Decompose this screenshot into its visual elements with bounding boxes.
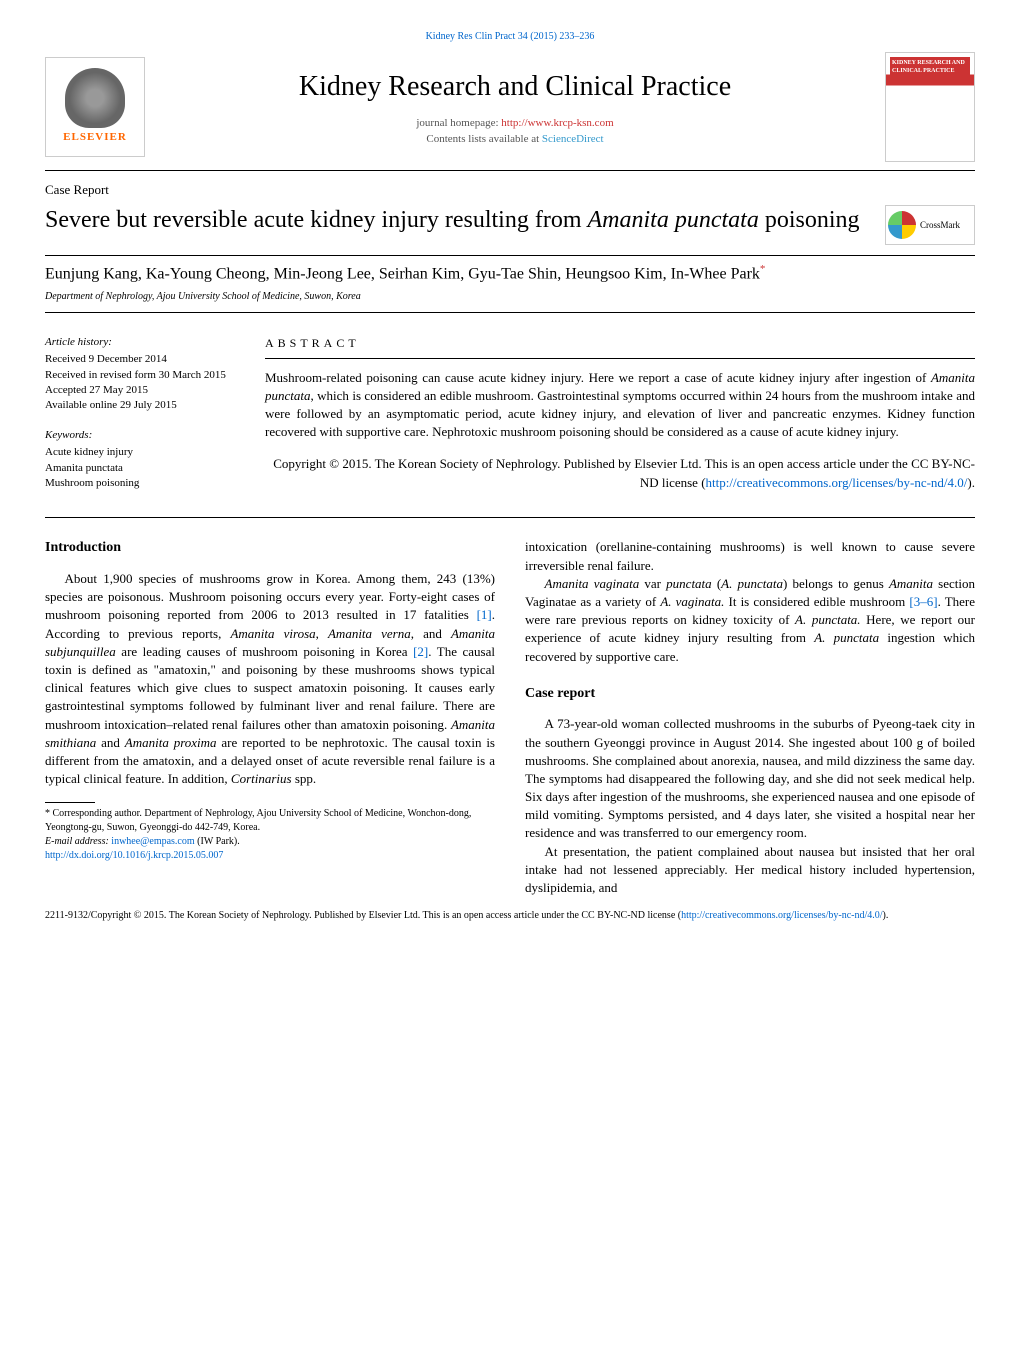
received-date: Received 9 December 2014 xyxy=(45,352,245,367)
email-footnote: E-mail address: inwhee@empas.com (IW Par… xyxy=(45,835,495,849)
abstract-copyright: Copyright © 2015. The Korean Society of … xyxy=(265,455,975,491)
title-species: Amanita punctata xyxy=(588,207,759,233)
journal-title-block: Kidney Research and Clinical Practice jo… xyxy=(145,67,885,147)
elsevier-tree-icon xyxy=(65,68,125,128)
title-post: poisoning xyxy=(759,207,860,233)
bottom-text: 2211-9132/Copyright © 2015. The Korean S… xyxy=(45,910,681,921)
ip1g: and xyxy=(96,735,124,750)
license-close: ). xyxy=(967,475,975,490)
email-after: (IW Park). xyxy=(195,836,240,847)
intro-p3: Amanita vaginata var punctata (A. puncta… xyxy=(525,575,975,666)
doi-link[interactable]: http://dx.doi.org/10.1016/j.krcp.2015.05… xyxy=(45,850,223,861)
crossmark-label: CrossMark xyxy=(920,219,960,232)
journal-title: Kidney Research and Clinical Practice xyxy=(145,67,885,106)
ip1d: , and xyxy=(411,626,451,641)
issue-citation[interactable]: Kidney Res Clin Pract 34 (2015) 233–236 xyxy=(45,30,975,44)
abstract-heading: Abstract xyxy=(265,335,975,359)
ip3it2: punctata xyxy=(666,576,712,591)
intro-p1: About 1,900 species of mushrooms grow in… xyxy=(45,570,495,788)
contents-label: Contents lists available at xyxy=(426,133,541,145)
elsevier-text: ELSEVIER xyxy=(63,130,127,145)
email-label: E-mail address: xyxy=(45,836,111,847)
keyword-1: Acute kidney injury xyxy=(45,445,245,460)
footnote-separator xyxy=(45,802,95,803)
ip3it3: A. punctata xyxy=(721,576,783,591)
revised-date: Received in revised form 30 March 2015 xyxy=(45,368,245,383)
ip3d: ) belongs to genus xyxy=(783,576,889,591)
intro-p2: intoxication (orellanine-containing mush… xyxy=(525,538,975,574)
ref-3-6[interactable]: [3–6] xyxy=(909,594,937,609)
crossmark-badge[interactable]: CrossMark xyxy=(885,205,975,245)
affiliation: Department of Nephrology, Ajou Universit… xyxy=(45,290,975,313)
author-list: Eunjung Kang, Ka-Young Cheong, Min-Jeong… xyxy=(45,266,760,283)
abs-t2: , which is considered an edible mushroom… xyxy=(265,388,975,439)
title-pre: Severe but reversible acute kidney injur… xyxy=(45,207,588,233)
ip3it4: Amanita xyxy=(889,576,933,591)
license-link[interactable]: http://creativecommons.org/licenses/by-n… xyxy=(706,475,968,490)
ip1it1: Amanita virosa xyxy=(230,626,315,641)
bottom-license-link[interactable]: http://creativecommons.org/licenses/by-n… xyxy=(681,910,882,921)
ip1c: , xyxy=(316,626,328,641)
keyword-3: Mushroom poisoning xyxy=(45,476,245,491)
main-content: Introduction About 1,900 species of mush… xyxy=(45,538,975,897)
journal-links: journal homepage: http://www.krcp-ksn.co… xyxy=(145,116,885,147)
history-label: Article history: xyxy=(45,335,245,350)
crossmark-icon xyxy=(888,211,916,239)
homepage-label: journal homepage: xyxy=(416,117,501,129)
ip3b: var xyxy=(639,576,666,591)
abstract-block: Article history: Received 9 December 201… xyxy=(45,323,975,519)
case-p1: A 73-year-old woman collected mushrooms … xyxy=(525,715,975,842)
introduction-heading: Introduction xyxy=(45,538,495,558)
article-type: Case Report xyxy=(45,181,975,199)
ip3it6: A. punctata. xyxy=(795,612,861,627)
online-date: Available online 29 July 2015 xyxy=(45,398,245,413)
article-title: Severe but reversible acute kidney injur… xyxy=(45,205,885,236)
accepted-date: Accepted 27 May 2015 xyxy=(45,383,245,398)
ip3c: ( xyxy=(712,576,722,591)
case-p2: At presentation, the patient complained … xyxy=(525,843,975,898)
left-column: Introduction About 1,900 species of mush… xyxy=(45,538,495,897)
homepage-link[interactable]: http://www.krcp-ksn.com xyxy=(501,117,613,129)
ip1a: About 1,900 species of mushrooms grow in… xyxy=(45,571,495,622)
ip1e: are leading causes of mushroom poisoning… xyxy=(116,644,413,659)
right-column: intoxication (orellanine-containing mush… xyxy=(525,538,975,897)
case-report-heading: Case report xyxy=(525,684,975,704)
abstract-column: Abstract Mushroom-related poisoning can … xyxy=(265,335,975,506)
ip1it2: Amanita verna xyxy=(328,626,411,641)
authors: Eunjung Kang, Ka-Young Cheong, Min-Jeong… xyxy=(45,262,975,286)
doi-footnote: http://dx.doi.org/10.1016/j.krcp.2015.05… xyxy=(45,849,495,863)
journal-header: ELSEVIER Kidney Research and Clinical Pr… xyxy=(45,52,975,171)
ref-2[interactable]: [2] xyxy=(413,644,428,659)
article-history: Article history: Received 9 December 201… xyxy=(45,335,265,506)
keywords-label: Keywords: xyxy=(45,428,245,443)
ip1it6: Cortinarius xyxy=(231,771,292,786)
bottom-close: ). xyxy=(883,910,889,921)
abstract-text: Mushroom-related poisoning can cause acu… xyxy=(265,369,975,442)
abs-t1: Mushroom-related poisoning can cause acu… xyxy=(265,370,931,385)
corresponding-marker: * xyxy=(760,263,766,275)
cover-title: KIDNEY RESEARCH AND CLINICAL PRACTICE xyxy=(890,57,970,78)
ip3it1: Amanita vaginata xyxy=(545,576,640,591)
ip1it5: Amanita proxima xyxy=(125,735,217,750)
keyword-2: Amanita punctata xyxy=(45,461,245,476)
ip3f: It is considered edible mushroom xyxy=(724,594,909,609)
bottom-copyright: 2211-9132/Copyright © 2015. The Korean S… xyxy=(45,909,975,923)
ip3it7: A. punctata xyxy=(814,630,879,645)
journal-cover-thumbnail: KIDNEY RESEARCH AND CLINICAL PRACTICE xyxy=(885,52,975,162)
email-link[interactable]: inwhee@empas.com xyxy=(111,836,194,847)
ref-1[interactable]: [1] xyxy=(477,607,492,622)
elsevier-logo: ELSEVIER xyxy=(45,57,145,157)
ip1i: spp. xyxy=(292,771,317,786)
sciencedirect-link[interactable]: ScienceDirect xyxy=(542,133,604,145)
corresponding-footnote: * Corresponding author. Department of Ne… xyxy=(45,807,495,835)
ip3it5: A. vaginata. xyxy=(660,594,724,609)
